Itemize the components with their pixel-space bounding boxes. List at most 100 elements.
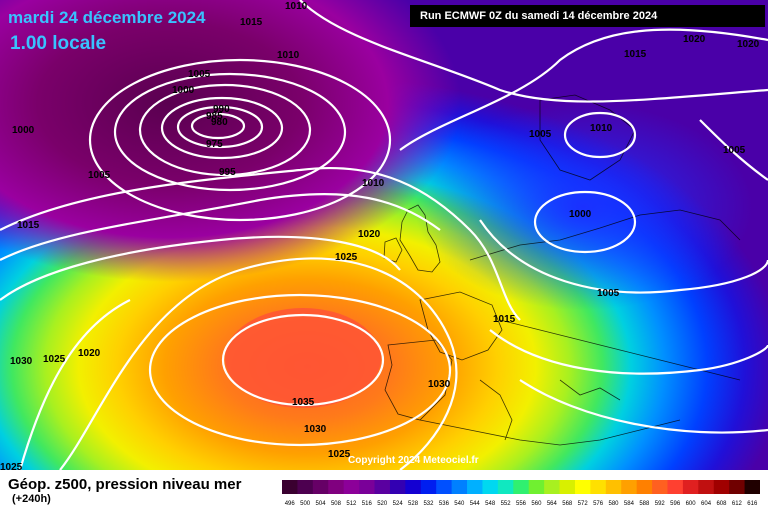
legend-tick-label: 588 <box>639 501 650 507</box>
isobar-label: 1025 <box>335 252 358 263</box>
isobar-label: 1020 <box>683 34 706 45</box>
legend-tick-label: 568 <box>562 501 573 507</box>
legend-swatch <box>328 480 345 494</box>
isobar-label: 1015 <box>17 220 40 231</box>
legend-tick-label: 612 <box>732 501 743 507</box>
isobar-label: 1015 <box>493 314 516 325</box>
legend-swatch <box>636 480 653 494</box>
legend-tick-label: 604 <box>701 501 712 507</box>
legend-tick-label: 504 <box>316 501 327 507</box>
forecast-date: mardi 24 décembre 2024 <box>8 8 206 27</box>
isobar-label: 1010 <box>277 50 300 61</box>
isobar-label: 1020 <box>78 348 101 359</box>
legend-swatch <box>605 480 622 494</box>
legend-swatch <box>343 480 360 494</box>
isobar-label: 1015 <box>624 49 647 60</box>
legend-swatch <box>451 480 468 494</box>
legend-tick-label: 572 <box>578 501 589 507</box>
legend-swatch <box>297 480 314 494</box>
lead-time: (+240h) <box>12 493 51 505</box>
legend-tick-label: 608 <box>716 501 727 507</box>
isobar-label: 1010 <box>285 1 308 12</box>
legend-tick-label: 528 <box>408 501 419 507</box>
isobar-label: 1025 <box>0 462 23 470</box>
model-run-banner: Run ECMWF 0Z du samedi 14 décembre 2024 <box>410 5 765 27</box>
isobar-label: 1030 <box>304 424 327 435</box>
color-legend: 496 500 504 508 512 516 520 524 528 532 536 540 544 5… <box>282 480 760 507</box>
legend-tick-label: 508 <box>331 501 342 507</box>
isobar-label: 1030 <box>10 356 33 367</box>
map-canvas: 1015 1010 1010 1005 1000 990 985 980 975… <box>0 0 768 470</box>
legend-tick-label: 548 <box>485 501 496 507</box>
legend-tick-label: 500 <box>300 501 311 507</box>
legend-tick-label: 580 <box>609 501 620 507</box>
isobar-label: 1020 <box>737 39 760 50</box>
isobar-label: 1005 <box>723 145 746 156</box>
legend-swatch <box>282 480 298 494</box>
isobar-label: 1000 <box>12 125 35 136</box>
legend-swatch <box>359 480 376 494</box>
legend-tick-label: 536 <box>439 501 450 507</box>
copyright-text: Copyright 2024 Meteociel.fr <box>348 455 479 466</box>
legend-swatch <box>621 480 638 494</box>
isobar-label: 1005 <box>88 170 111 181</box>
isobar-label: 1005 <box>529 129 552 140</box>
forecast-time: 1.00 locale <box>10 33 107 54</box>
legend-tick-label: 516 <box>362 501 373 507</box>
isobar-label: 1000 <box>172 85 195 96</box>
legend-tick-label: 496 <box>285 501 296 507</box>
isobar-label: 1010 <box>362 178 385 189</box>
legend-swatch <box>467 480 483 494</box>
isobar-label: 1025 <box>328 449 351 460</box>
legend-tick-label: 596 <box>670 501 681 507</box>
legend-swatch <box>389 480 406 494</box>
legend-swatch <box>513 480 530 494</box>
legend-swatch <box>559 480 576 494</box>
legend-tick-label: 544 <box>470 501 481 507</box>
legend-swatch <box>698 480 715 494</box>
legend-swatch <box>528 480 545 494</box>
isobar-label: 1010 <box>590 123 613 134</box>
isobar-label: 1005 <box>597 288 620 299</box>
isobar-label: 1020 <box>358 229 381 240</box>
legend-swatch <box>729 480 746 494</box>
legend-tick-label: 532 <box>423 501 434 507</box>
legend-swatch <box>405 480 422 494</box>
legend-swatch <box>590 480 607 494</box>
legend-swatch <box>497 480 514 494</box>
legend-swatch <box>574 480 591 494</box>
legend-tick-label: 540 <box>454 501 465 507</box>
legend-tick-label: 552 <box>501 501 512 507</box>
legend-swatch <box>744 480 760 494</box>
isobar-label: 990 <box>213 104 230 115</box>
isobar-label: 1030 <box>428 379 451 390</box>
isobar-label: 1000 <box>569 209 592 220</box>
legend-tick-label: 556 <box>516 501 527 507</box>
legend-tick-label: 524 <box>393 501 404 507</box>
isobar-label: 1025 <box>43 354 66 365</box>
isobar-label: 980 <box>211 117 228 128</box>
isobar-label: 1005 <box>188 69 211 80</box>
legend-tick-label: 560 <box>531 501 542 507</box>
legend-swatch <box>312 480 329 494</box>
legend-swatch <box>682 480 699 494</box>
legend-tick-label: 600 <box>686 501 697 507</box>
footer-bar: Géop. z500, pression niveau mer (+240h) … <box>0 470 768 512</box>
legend-swatch <box>544 480 561 494</box>
legend-swatch <box>667 480 684 494</box>
isobar-label: 1015 <box>240 17 263 28</box>
map-caption: Géop. z500, pression niveau mer <box>8 476 242 493</box>
isobar-label: 1035 <box>292 397 315 408</box>
legend-swatch <box>420 480 437 494</box>
legend-tick-label: 564 <box>547 501 558 507</box>
legend-swatch <box>436 480 453 494</box>
legend-tick-label: 520 <box>377 501 388 507</box>
isobar-label: 985 <box>206 111 223 122</box>
legend-swatch <box>652 480 668 494</box>
legend-swatch <box>374 480 391 494</box>
legend-tick-label: 616 <box>747 501 758 507</box>
legend-tick-label: 512 <box>346 501 357 507</box>
legend-tick-label: 584 <box>624 501 635 507</box>
isobar-labels: 1015 1010 1010 1005 1000 990 985 980 975… <box>0 1 760 470</box>
